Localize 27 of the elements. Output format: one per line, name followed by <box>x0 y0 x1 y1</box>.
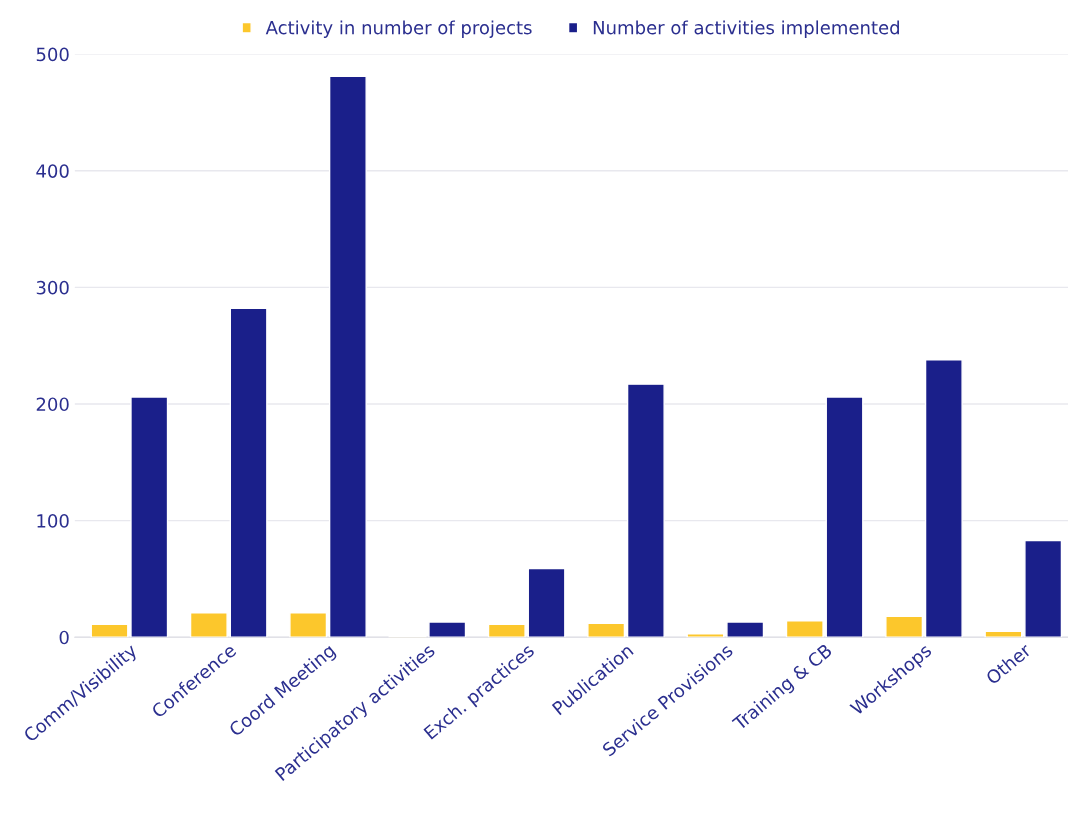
bar <box>90 623 129 638</box>
bar <box>626 383 665 638</box>
bar <box>785 620 824 638</box>
bar <box>825 396 864 638</box>
bar <box>984 630 1023 638</box>
bar <box>487 623 526 638</box>
bar <box>924 358 963 638</box>
legend-label: Number of activities implemented <box>593 20 899 38</box>
bar <box>189 612 228 638</box>
legend-label: Activity in number of projects <box>265 20 532 38</box>
y-tick-label: 400 <box>36 164 69 178</box>
bar <box>726 621 765 638</box>
bar <box>289 612 328 638</box>
bar <box>587 622 626 638</box>
bar <box>527 567 566 638</box>
bar <box>229 307 268 638</box>
y-tick-label: 200 <box>36 397 69 412</box>
bar <box>1024 539 1063 638</box>
bar <box>328 75 367 638</box>
bar <box>686 633 725 638</box>
bar <box>130 396 169 638</box>
y-tick-label: 0 <box>59 630 69 645</box>
y-tick-label: 100 <box>37 514 69 528</box>
bar <box>428 621 467 638</box>
bar <box>885 615 924 638</box>
y-tick-label: 500 <box>36 47 69 62</box>
y-tick-label: 300 <box>36 280 69 295</box>
